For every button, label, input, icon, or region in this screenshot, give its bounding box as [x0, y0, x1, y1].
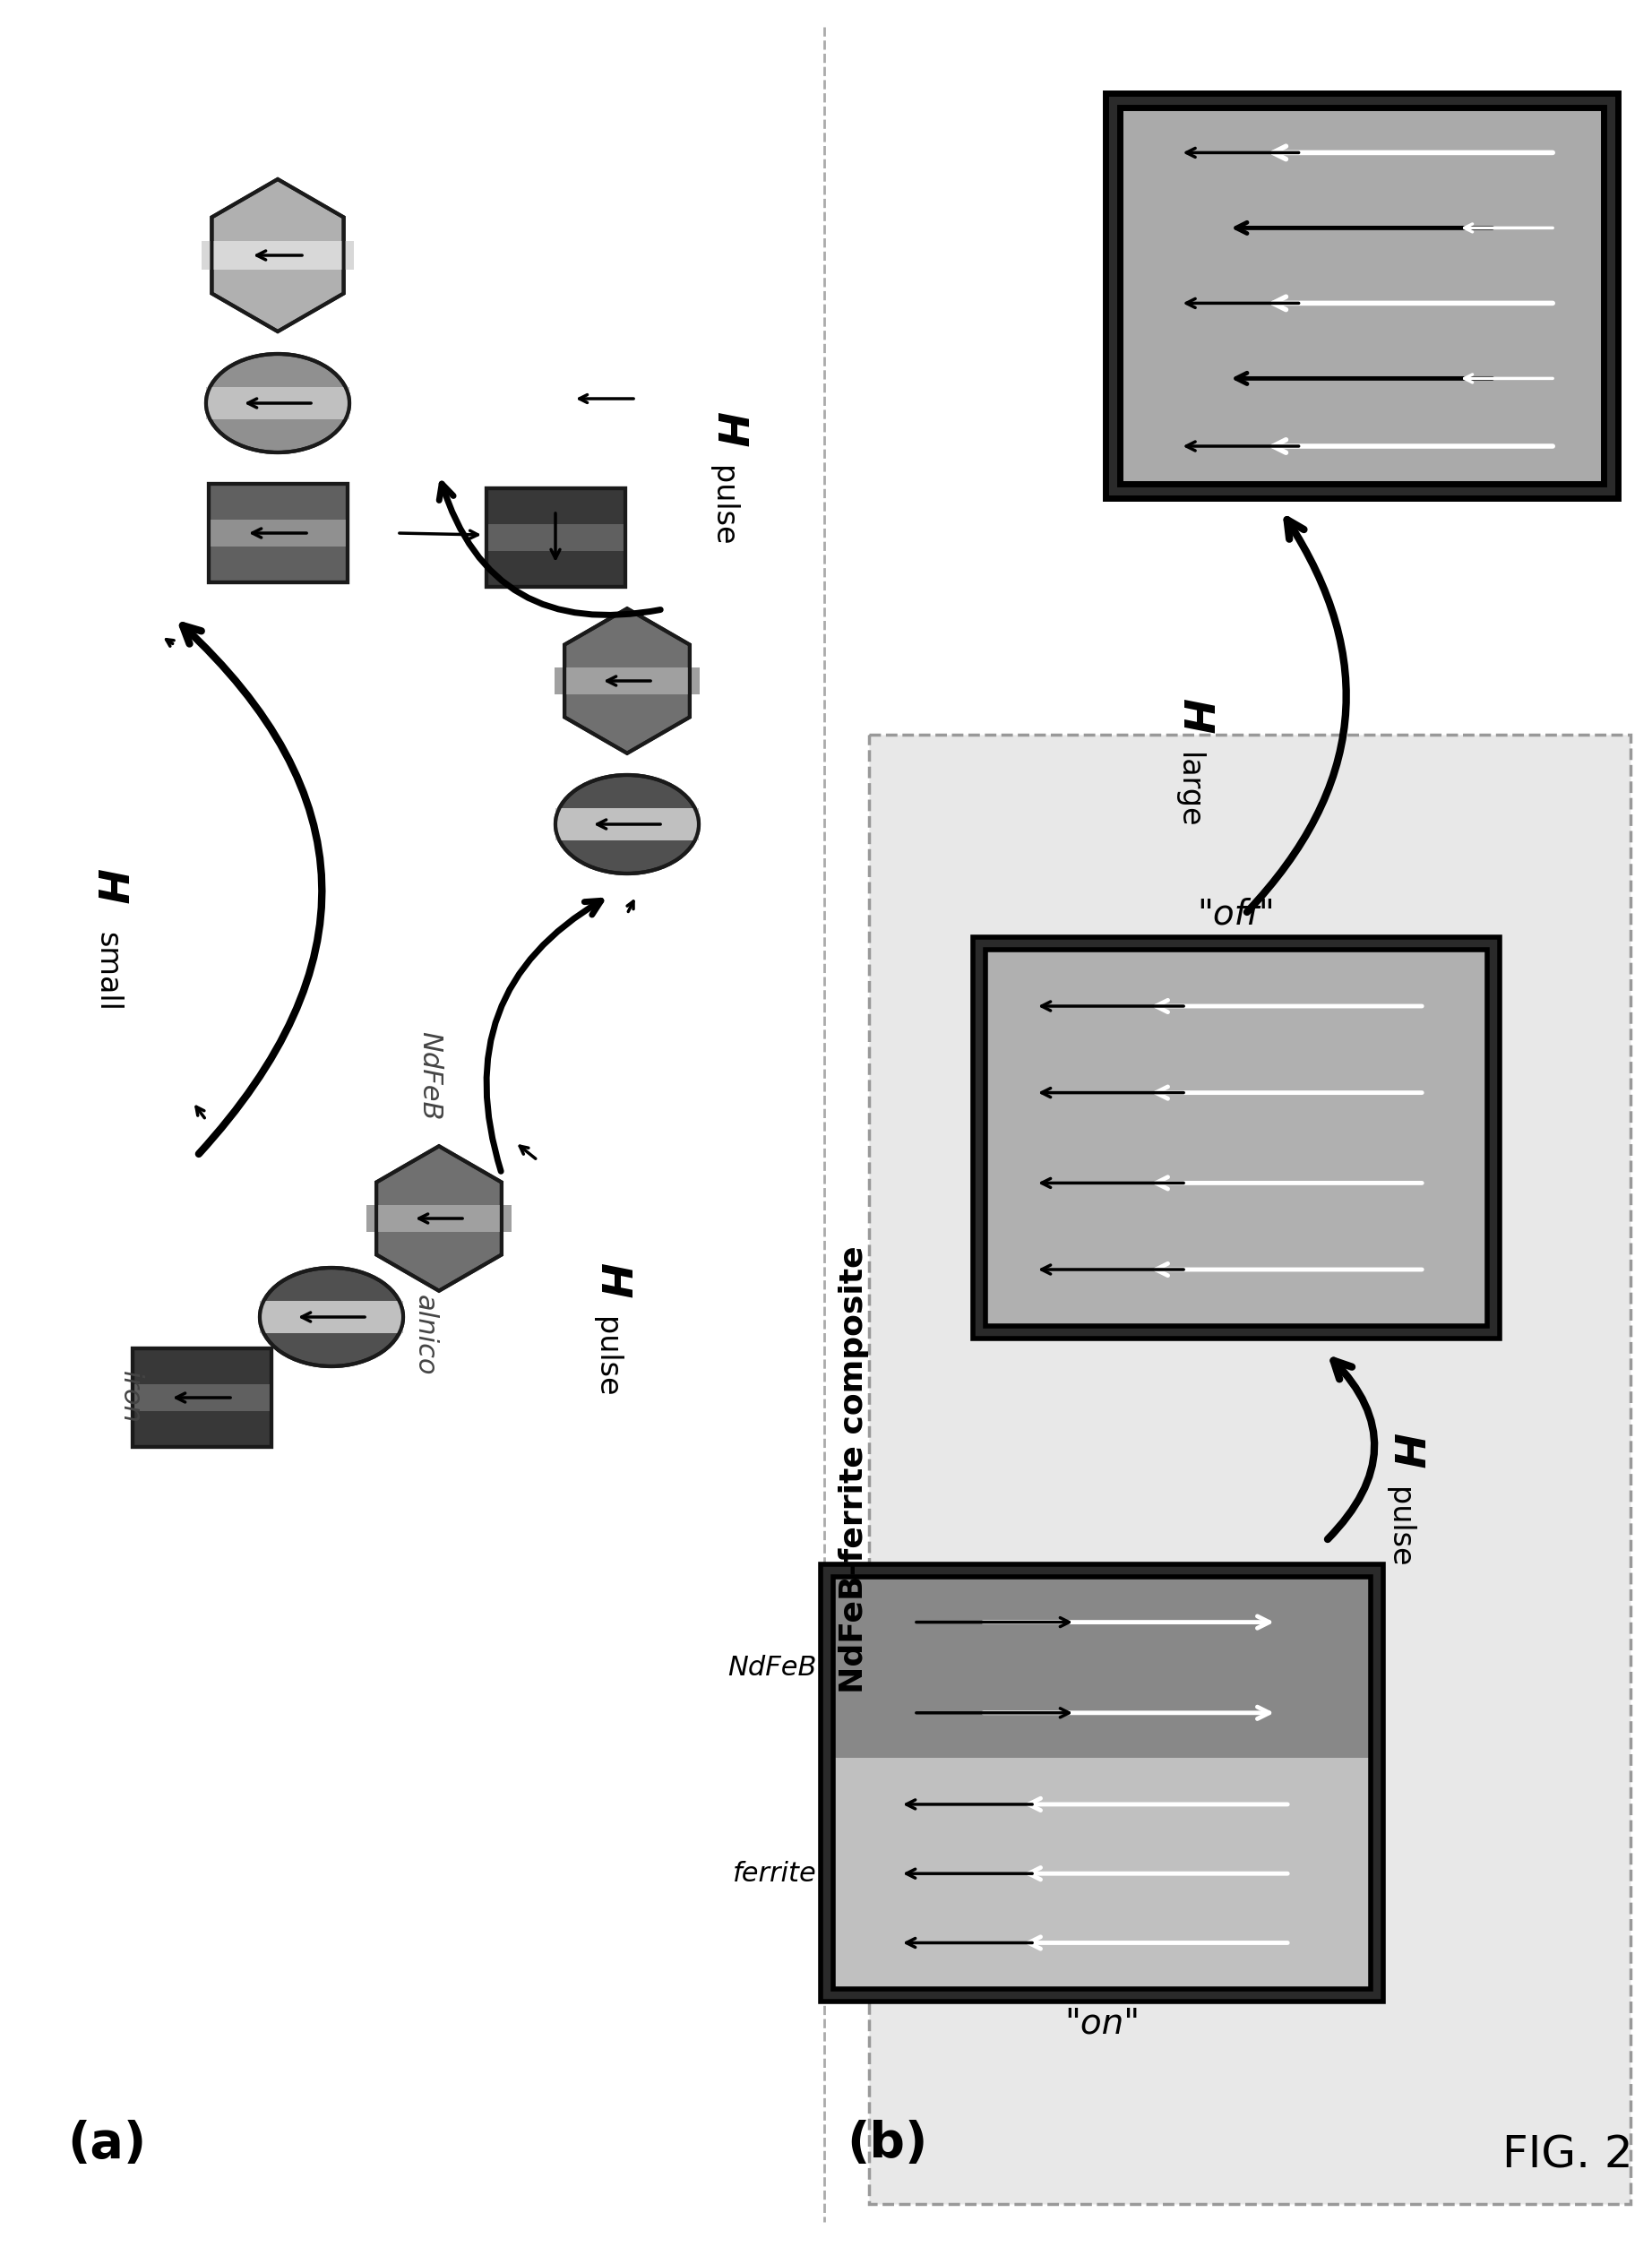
Text: H: H — [88, 870, 127, 906]
Bar — [1105, 92, 1617, 499]
Bar — [202, 240, 354, 270]
Bar — [206, 386, 349, 418]
Polygon shape — [211, 180, 344, 333]
Text: large: large — [1173, 753, 1203, 829]
Bar — [486, 488, 624, 586]
Bar — [132, 1348, 271, 1447]
Text: pulse: pulse — [707, 465, 737, 546]
Bar — [132, 1348, 271, 1447]
Text: "off": "off" — [1198, 899, 1275, 933]
Text: small: small — [93, 933, 122, 1011]
Bar — [821, 1564, 1383, 2002]
Bar — [208, 483, 347, 582]
Text: H: H — [591, 1263, 631, 1299]
Bar — [555, 667, 699, 694]
Polygon shape — [377, 1146, 502, 1290]
Ellipse shape — [206, 353, 349, 452]
Text: "on": "on" — [1064, 2007, 1140, 2040]
FancyBboxPatch shape — [869, 735, 1631, 2204]
Bar — [132, 1384, 271, 1411]
Text: pulse: pulse — [591, 1317, 621, 1398]
Text: (a): (a) — [68, 2119, 147, 2168]
Text: FIG. 2: FIG. 2 — [1503, 2135, 1634, 2177]
Bar — [486, 524, 624, 551]
Bar — [259, 1301, 403, 1332]
Text: NdFeB-ferrite composite: NdFeB-ferrite composite — [839, 1245, 869, 1694]
Bar — [486, 488, 624, 586]
Bar — [367, 1204, 512, 1231]
Text: NdFeB: NdFeB — [416, 1031, 443, 1119]
Bar — [833, 1577, 1371, 1757]
Bar — [986, 950, 1487, 1326]
Bar — [833, 1577, 1371, 1989]
Ellipse shape — [259, 1267, 403, 1366]
Bar — [973, 937, 1500, 1339]
Text: ferrite: ferrite — [733, 1861, 818, 1887]
Bar — [1120, 108, 1604, 483]
Polygon shape — [565, 609, 691, 753]
Text: pulse: pulse — [1384, 1488, 1414, 1568]
Bar — [1120, 108, 1604, 483]
Bar — [208, 483, 347, 582]
Text: NdFeB: NdFeB — [729, 1654, 818, 1681]
Text: H: H — [707, 413, 748, 447]
Text: H: H — [1384, 1434, 1424, 1470]
Text: alnico: alnico — [411, 1294, 438, 1375]
Text: iron: iron — [117, 1371, 142, 1425]
Ellipse shape — [555, 775, 699, 874]
Bar — [986, 950, 1487, 1326]
Text: (b): (b) — [846, 2119, 927, 2168]
Bar — [208, 519, 347, 546]
Bar — [555, 809, 699, 840]
Bar — [833, 1757, 1371, 1989]
Text: H: H — [1173, 699, 1214, 735]
